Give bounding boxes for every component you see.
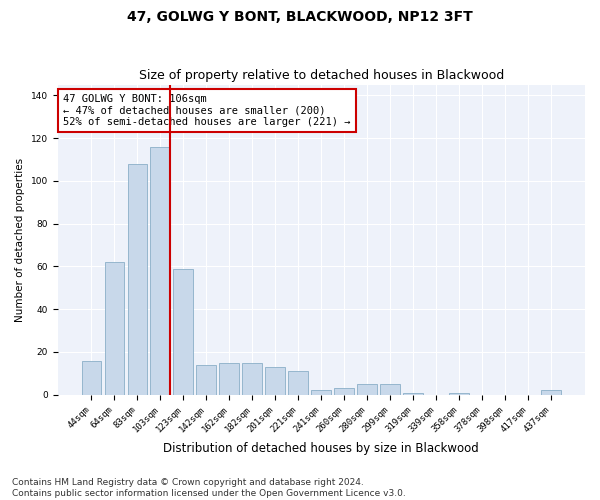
Bar — [449, 392, 469, 395]
Y-axis label: Number of detached properties: Number of detached properties — [15, 158, 25, 322]
Bar — [358, 384, 377, 395]
Bar — [334, 388, 354, 395]
Text: 47, GOLWG Y BONT, BLACKWOOD, NP12 3FT: 47, GOLWG Y BONT, BLACKWOOD, NP12 3FT — [127, 10, 473, 24]
Bar — [289, 371, 308, 395]
Bar — [242, 362, 262, 395]
Bar — [220, 362, 239, 395]
Bar — [196, 365, 216, 395]
Bar — [151, 146, 170, 395]
Bar — [541, 390, 561, 395]
Text: Contains HM Land Registry data © Crown copyright and database right 2024.
Contai: Contains HM Land Registry data © Crown c… — [12, 478, 406, 498]
Bar — [82, 360, 101, 395]
Text: 47 GOLWG Y BONT: 106sqm
← 47% of detached houses are smaller (200)
52% of semi-d: 47 GOLWG Y BONT: 106sqm ← 47% of detache… — [63, 94, 350, 127]
Bar — [173, 268, 193, 395]
Bar — [104, 262, 124, 395]
Bar — [380, 384, 400, 395]
Title: Size of property relative to detached houses in Blackwood: Size of property relative to detached ho… — [139, 69, 504, 82]
Bar — [265, 367, 285, 395]
Bar — [403, 392, 423, 395]
X-axis label: Distribution of detached houses by size in Blackwood: Distribution of detached houses by size … — [163, 442, 479, 455]
Bar — [128, 164, 147, 395]
Bar — [311, 390, 331, 395]
